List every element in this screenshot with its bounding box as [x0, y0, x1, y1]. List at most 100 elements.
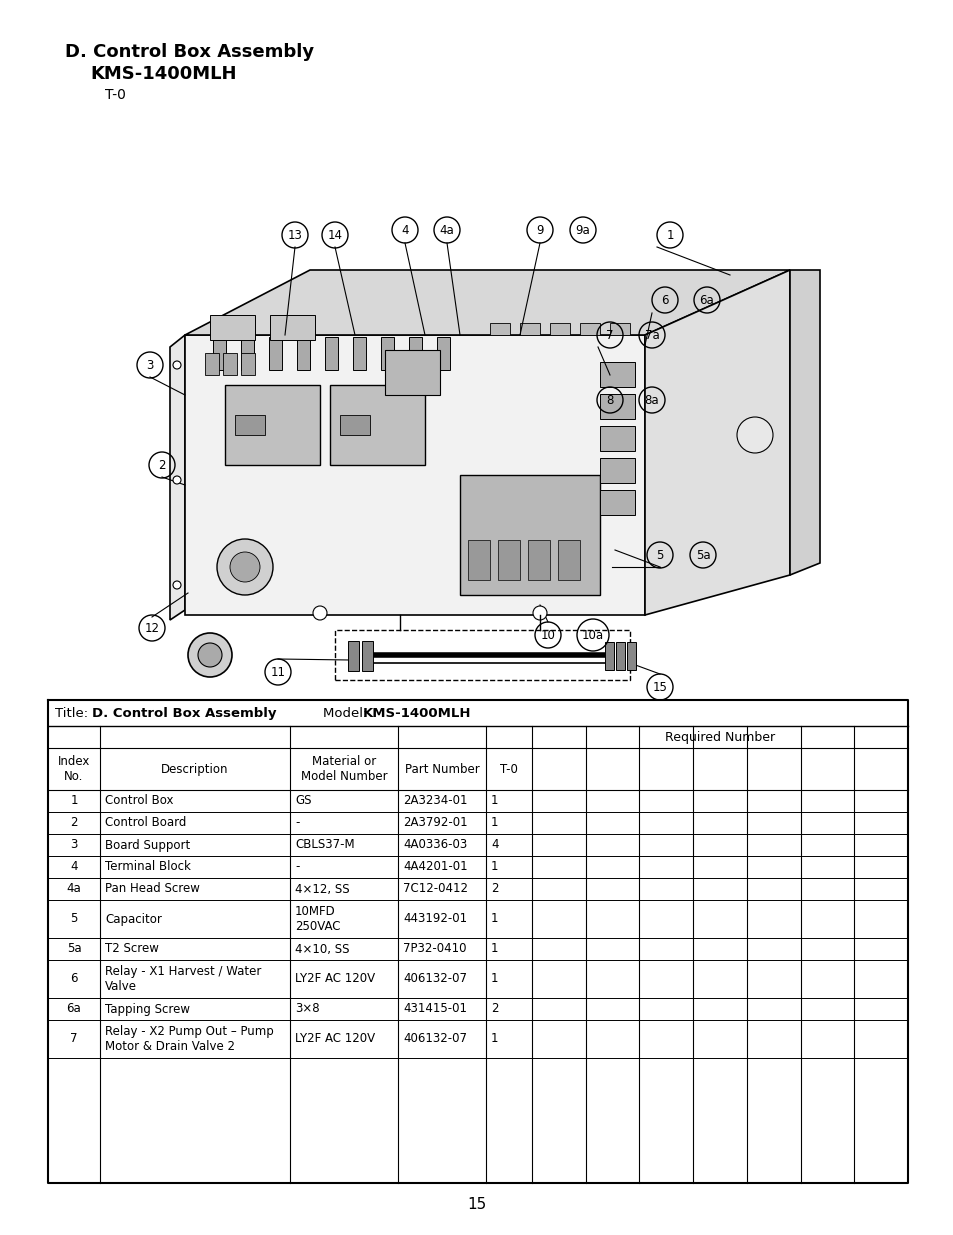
Bar — [325, 337, 337, 370]
Text: -: - — [294, 816, 299, 830]
Text: 5: 5 — [71, 913, 77, 925]
Text: 4: 4 — [71, 861, 77, 873]
Bar — [609, 324, 629, 335]
Polygon shape — [789, 270, 820, 576]
Text: 7: 7 — [605, 329, 613, 342]
Text: 15: 15 — [652, 680, 667, 694]
Text: CBLS37-M: CBLS37-M — [294, 839, 355, 851]
Text: 431415-01: 431415-01 — [402, 1003, 467, 1015]
Bar — [490, 324, 510, 335]
Text: 5a: 5a — [695, 548, 710, 562]
Text: 4×10, SS: 4×10, SS — [294, 942, 349, 956]
Text: 10: 10 — [540, 629, 555, 641]
Bar — [409, 337, 421, 370]
Text: 14: 14 — [327, 228, 342, 242]
Text: Tapping Screw: Tapping Screw — [105, 1003, 190, 1015]
Text: 8: 8 — [606, 394, 613, 406]
Text: 1: 1 — [665, 228, 673, 242]
Text: 1: 1 — [491, 816, 498, 830]
Text: 1: 1 — [491, 1032, 498, 1046]
Text: 10a: 10a — [581, 629, 603, 641]
Circle shape — [198, 643, 222, 667]
Text: 6a: 6a — [699, 294, 714, 306]
Text: T-0: T-0 — [499, 762, 517, 776]
Circle shape — [533, 606, 546, 620]
Polygon shape — [185, 335, 644, 615]
Text: 5: 5 — [656, 548, 663, 562]
Text: 2: 2 — [158, 458, 166, 472]
Bar — [241, 353, 254, 375]
Text: 3×8: 3×8 — [294, 1003, 319, 1015]
Text: 443192-01: 443192-01 — [402, 913, 467, 925]
Text: Model:: Model: — [306, 706, 372, 720]
Bar — [579, 324, 599, 335]
Text: 2: 2 — [491, 883, 498, 895]
Circle shape — [313, 606, 327, 620]
Text: Index
No.: Index No. — [58, 755, 91, 783]
Text: 1: 1 — [491, 794, 498, 808]
Text: KMS-1400MLH: KMS-1400MLH — [363, 706, 471, 720]
Circle shape — [216, 538, 273, 595]
Bar — [269, 337, 282, 370]
Text: Description: Description — [161, 762, 229, 776]
Bar — [296, 337, 310, 370]
Bar — [497, 540, 519, 580]
Text: Part Number: Part Number — [404, 762, 478, 776]
Text: 7P32-0410: 7P32-0410 — [402, 942, 466, 956]
Text: 406132-07: 406132-07 — [402, 972, 467, 986]
Text: 5a: 5a — [67, 942, 81, 956]
Bar — [385, 350, 439, 395]
Text: 4×12, SS: 4×12, SS — [294, 883, 349, 895]
Text: 4A4201-01: 4A4201-01 — [402, 861, 467, 873]
Bar — [550, 324, 569, 335]
Bar — [234, 415, 265, 435]
Polygon shape — [170, 335, 185, 620]
Text: D. Control Box Assembly: D. Control Box Assembly — [65, 43, 314, 61]
Text: 3: 3 — [71, 839, 77, 851]
Circle shape — [172, 475, 181, 484]
Text: 2A3234-01: 2A3234-01 — [402, 794, 467, 808]
Bar — [558, 540, 579, 580]
Text: 6: 6 — [71, 972, 77, 986]
Text: 4a: 4a — [67, 883, 81, 895]
Bar — [604, 642, 614, 671]
Text: LY2F AC 120V: LY2F AC 120V — [294, 972, 375, 986]
Bar — [626, 642, 636, 671]
Circle shape — [230, 552, 260, 582]
Bar — [599, 458, 635, 483]
Circle shape — [172, 580, 181, 589]
Bar — [468, 540, 490, 580]
Text: 6: 6 — [660, 294, 668, 306]
Bar — [225, 385, 319, 466]
Bar — [353, 337, 366, 370]
Text: T-0: T-0 — [105, 88, 126, 103]
Polygon shape — [644, 270, 789, 615]
Text: 1: 1 — [491, 942, 498, 956]
Bar — [380, 337, 394, 370]
Text: LY2F AC 120V: LY2F AC 120V — [294, 1032, 375, 1046]
Text: 4: 4 — [491, 839, 498, 851]
Bar — [339, 415, 370, 435]
Text: Material or
Model Number: Material or Model Number — [300, 755, 387, 783]
Bar — [616, 642, 624, 671]
Text: Control Board: Control Board — [105, 816, 186, 830]
Bar — [361, 641, 373, 671]
Text: 3: 3 — [146, 358, 153, 372]
Text: -: - — [294, 861, 299, 873]
Bar — [599, 394, 635, 419]
Bar — [599, 426, 635, 451]
Text: 4a: 4a — [439, 224, 454, 236]
Text: D. Control Box Assembly: D. Control Box Assembly — [91, 706, 276, 720]
Text: 406132-07: 406132-07 — [402, 1032, 467, 1046]
Text: 10MFD
250VAC: 10MFD 250VAC — [294, 905, 340, 932]
Text: Relay - X2 Pump Out – Pump
Motor & Drain Valve 2: Relay - X2 Pump Out – Pump Motor & Drain… — [105, 1025, 274, 1053]
Bar — [348, 641, 358, 671]
Text: 15: 15 — [467, 1198, 486, 1213]
Text: 12: 12 — [144, 621, 159, 635]
Text: Title:: Title: — [55, 706, 92, 720]
Text: Board Support: Board Support — [105, 839, 190, 851]
Text: KMS-1400MLH: KMS-1400MLH — [90, 65, 236, 83]
Circle shape — [737, 417, 772, 453]
Text: 11: 11 — [271, 666, 285, 678]
Circle shape — [188, 634, 232, 677]
